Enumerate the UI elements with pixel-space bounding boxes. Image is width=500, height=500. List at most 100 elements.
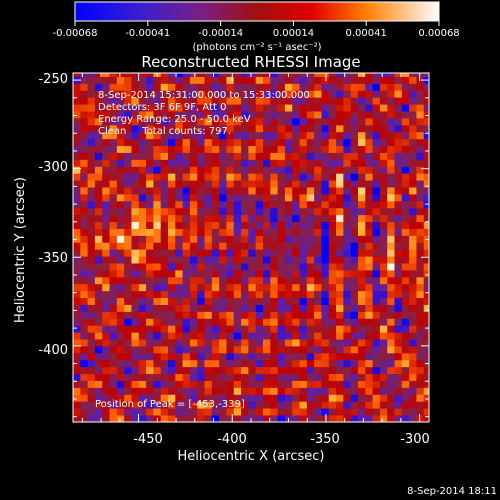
heatmap-cell [146,200,154,209]
heatmap-cell [255,118,264,126]
heatmap-cell [211,325,220,333]
heatmap-cell [292,366,300,375]
heatmap-cell [306,408,315,416]
heatmap-cell [233,346,242,354]
heatmap-cell [131,318,140,326]
heatmap-cell [336,290,344,299]
heatmap-cell [124,401,132,409]
heatmap-cell [80,415,89,422]
heatmap-cell [219,415,227,422]
heatmap-cell [211,145,220,153]
heatmap-cell [387,256,395,264]
x-tick-label: -450 [133,432,163,447]
heatmap-cell [109,194,118,202]
heatmap-cell [306,235,315,243]
heatmap-cell [321,387,330,395]
heatmap-cell [80,249,89,257]
heatmap-cell [204,270,213,278]
heatmap-cell [146,145,154,153]
heatmap-cell [306,318,315,326]
heatmap-cell [233,359,242,368]
heatmap-cell [292,401,300,409]
heatmap-cell [409,207,417,216]
heatmap-cell [233,256,242,264]
heatmap-cell [292,235,300,243]
heatmap-cell [211,118,220,126]
heatmap-cell [80,332,89,340]
heatmap-cell [314,180,322,188]
heatmap-cell [241,159,249,167]
heatmap-cell [292,221,300,229]
heatmap-cell [401,76,410,84]
heatmap-cell [80,104,89,112]
heatmap-cell [379,76,388,84]
heatmap-cell [284,339,293,347]
heatmap-cell [80,180,89,188]
heatmap-cell [336,76,344,84]
heatmap-cell [189,152,198,160]
heatmap-cell [401,297,410,305]
heatmap-cell [292,346,300,354]
heatmap-cell [270,401,279,409]
heatmap-cell [153,346,162,354]
heatmap-cell [365,111,373,119]
heatmap-cell [409,373,417,381]
heatmap-cell [248,124,257,133]
heatmap-cell [328,207,337,216]
heatmap-cell [168,325,176,333]
heatmap-cell [299,242,308,250]
heatmap-cell [153,373,162,381]
heatmap-cell [262,104,271,112]
heatmap-cell [87,318,96,326]
heatmap-cell [409,104,417,112]
heatmap-cell [357,318,366,326]
heatmap-cell [284,138,293,147]
heatmap-cell [314,235,322,243]
heatmap-cell [168,145,176,153]
heatmap-cell [102,387,110,395]
heatmap-cell [124,111,132,119]
heatmap-cell [204,290,213,299]
heatmap-cell [409,83,417,91]
heatmap-cell [102,304,110,312]
heatmap-cell [321,325,330,333]
heatmap-cell [131,352,140,361]
heatmap-cell [255,187,264,195]
heatmap-cell [365,145,373,153]
heatmap-cell [379,173,388,181]
heatmap-cell [299,187,308,195]
heatmap-cell [226,111,235,119]
heatmap-cell [284,104,293,112]
heatmap-cell [219,159,227,167]
heatmap-cell [365,138,373,147]
heatmap-cell [124,104,132,112]
heatmap-cell [73,73,81,77]
heatmap-cell [284,159,293,167]
heatmap-cell [182,415,191,422]
heatmap-cell [365,283,373,292]
heatmap-cell [248,373,257,381]
heatmap-cell [409,359,417,368]
heatmap-cell [270,332,279,340]
heatmap-cell [146,270,154,278]
heatmap-cell [336,152,344,160]
heatmap-cell [241,207,249,216]
heatmap-cell [416,166,425,174]
heatmap-cell [241,249,249,257]
heatmap-cell [94,318,103,326]
heatmap-cell [233,394,242,402]
heatmap-cell [233,401,242,409]
heatmap-cell [394,76,403,84]
heatmap-cell [336,270,344,278]
heatmap-cell [80,263,89,271]
heatmap-cell [94,235,103,243]
heatmap-cell [189,346,198,354]
heatmap-cell [73,318,81,326]
heatmap-cell [277,194,286,202]
heatmap-cell [197,380,205,388]
heatmap-cell [109,173,118,181]
heatmap-cell [379,200,388,209]
heatmap-cell [87,276,96,285]
heatmap-cell [219,276,227,285]
heatmap-cell [87,270,96,278]
